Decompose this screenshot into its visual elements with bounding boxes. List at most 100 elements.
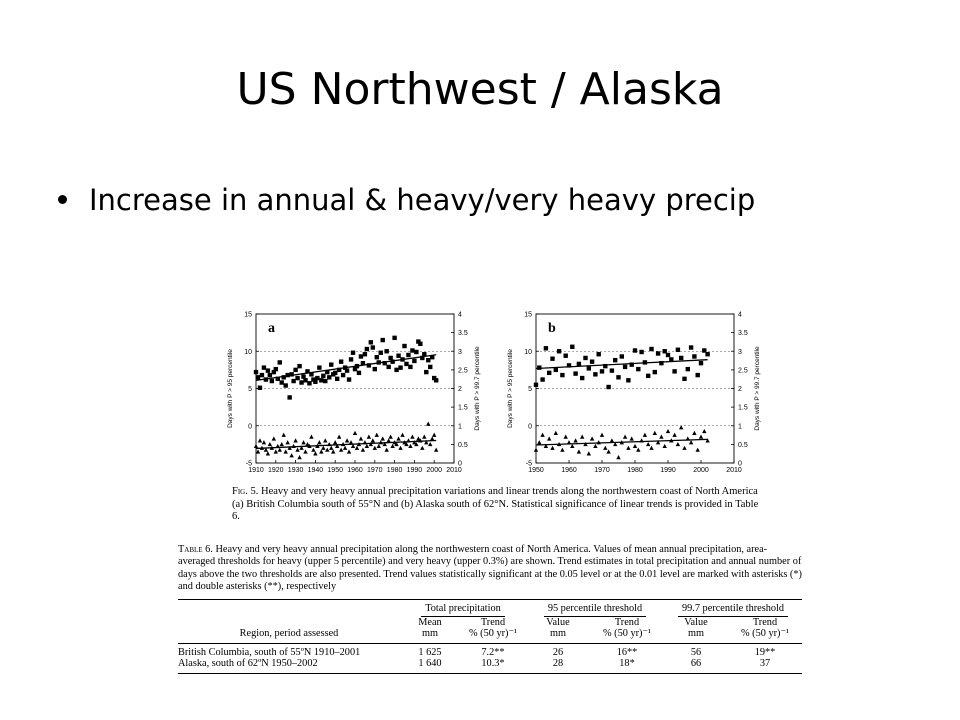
right-tick-label: 0 bbox=[458, 461, 462, 468]
data-point-triangle bbox=[596, 440, 601, 445]
data-point-square bbox=[404, 361, 409, 367]
right-tick-label: 3 bbox=[458, 349, 462, 356]
bullet-text: Increase in annual & heavy/very heavy pr… bbox=[89, 183, 756, 217]
subheader-bottom: % (50 yr)⁻¹ bbox=[741, 628, 789, 639]
data-point-square bbox=[319, 378, 324, 383]
data-point-triangle bbox=[662, 443, 667, 449]
data-point-square bbox=[334, 376, 340, 382]
table-caption-label: Table 6. bbox=[178, 544, 213, 555]
right-tick-label: 2 bbox=[738, 386, 742, 393]
table-cell-region: British Columbia, south of 55ºN 1910–200… bbox=[178, 646, 361, 658]
data-point-square bbox=[273, 366, 278, 372]
data-point-square bbox=[570, 344, 575, 349]
data-point-square bbox=[277, 360, 282, 365]
data-point-triangle bbox=[702, 428, 707, 434]
table-caption-text: Heavy and very heavy annual precipitatio… bbox=[178, 544, 802, 593]
data-point-triangle bbox=[338, 447, 344, 452]
data-point-triangle bbox=[705, 438, 710, 443]
x-tick-label: 1970 bbox=[594, 467, 610, 474]
data-point-triangle bbox=[321, 445, 326, 450]
data-point-triangle bbox=[408, 443, 413, 449]
data-point-square bbox=[372, 366, 377, 372]
data-point-square bbox=[537, 365, 542, 370]
data-point-triangle bbox=[428, 441, 433, 447]
data-point-square bbox=[420, 355, 425, 361]
data-point-triangle bbox=[679, 425, 684, 430]
data-point-triangle bbox=[616, 455, 621, 460]
left-tick-label: -5 bbox=[246, 461, 252, 468]
data-point-triangle bbox=[424, 440, 429, 445]
table-cell: 19** bbox=[754, 646, 776, 658]
data-point-triangle bbox=[265, 451, 271, 456]
data-point-square bbox=[669, 357, 674, 362]
x-tick-label: 1930 bbox=[288, 467, 304, 474]
data-point-triangle bbox=[576, 449, 582, 454]
data-point-square bbox=[619, 354, 624, 359]
data-point-triangle bbox=[255, 449, 261, 454]
data-point-triangle bbox=[626, 445, 631, 450]
subheader-top: Mean bbox=[418, 616, 442, 628]
x-tick-label: 1990 bbox=[660, 467, 676, 474]
data-point-triangle bbox=[285, 440, 290, 445]
subheader-top: Value bbox=[546, 616, 570, 628]
data-point-triangle bbox=[659, 434, 664, 439]
left-tick-label: 5 bbox=[528, 386, 532, 393]
data-point-square bbox=[289, 372, 294, 377]
data-point-square bbox=[639, 349, 644, 355]
data-point-square bbox=[547, 370, 552, 376]
data-point-triangle bbox=[603, 445, 608, 450]
data-point-square bbox=[295, 375, 300, 381]
table-caption: Table 6. Heavy and very heavy annual pre… bbox=[178, 544, 802, 594]
region-header: Region, period assessed bbox=[239, 628, 339, 639]
data-point-triangle bbox=[394, 441, 399, 447]
right-tick-label: 1 bbox=[738, 423, 742, 430]
data-point-square bbox=[402, 343, 407, 349]
data-table: Total precipitation 95 percentile thresh… bbox=[178, 599, 802, 674]
data-point-square bbox=[583, 355, 588, 361]
x-tick-label: 1960 bbox=[347, 467, 363, 474]
data-point-triangle bbox=[317, 440, 322, 445]
data-point-square bbox=[321, 373, 326, 379]
data-point-square bbox=[603, 363, 608, 369]
subheader-bottom: mm bbox=[549, 628, 567, 639]
x-tick-label: 2000 bbox=[693, 467, 709, 474]
data-point-square bbox=[366, 363, 372, 368]
data-point-square bbox=[368, 340, 374, 345]
table-cell: 18* bbox=[619, 658, 635, 669]
data-point-square bbox=[433, 378, 439, 383]
data-point-triangle bbox=[331, 449, 336, 454]
data-point-square bbox=[636, 366, 641, 372]
data-point-square bbox=[338, 359, 344, 364]
data-point-square bbox=[408, 364, 413, 370]
data-point-triangle bbox=[372, 445, 377, 450]
data-point-triangle bbox=[540, 432, 545, 437]
data-point-triangle bbox=[366, 434, 372, 439]
data-point-triangle bbox=[589, 436, 595, 441]
table-row: Alaska, south of 62ºN 1950–2002 1 640 10… bbox=[178, 658, 802, 673]
data-point-triangle bbox=[271, 436, 277, 441]
data-point-square bbox=[380, 337, 385, 343]
data-point-square bbox=[261, 365, 267, 370]
data-point-square bbox=[281, 375, 286, 380]
chart-panel-a: -5 0 5 10 15 0 0.5 1 1.5 2 2.5 3 3.5 4 1910 1920 1930 194… bbox=[227, 312, 481, 475]
data-point-triangle bbox=[396, 436, 401, 441]
left-tick-label: 0 bbox=[528, 423, 532, 430]
table-cell: 1 640 bbox=[418, 658, 442, 669]
right-axis-label: Days with P > 99.7 percentile bbox=[754, 346, 761, 431]
data-point-triangle bbox=[400, 432, 405, 437]
data-point-triangle bbox=[420, 445, 425, 450]
data-point-square bbox=[378, 350, 383, 355]
data-point-triangle bbox=[382, 441, 387, 447]
left-tick-label: 15 bbox=[244, 312, 252, 319]
group-header-total: Total precipitation bbox=[421, 603, 505, 617]
group-header-95: 95 percentile threshold bbox=[543, 603, 647, 617]
data-point-triangle bbox=[533, 447, 539, 452]
subheader-top: Value bbox=[684, 616, 708, 628]
right-tick-label: 0.5 bbox=[738, 442, 748, 449]
data-point-square bbox=[384, 349, 389, 354]
data-point-square bbox=[410, 348, 415, 353]
trend-line bbox=[255, 439, 437, 450]
data-point-square bbox=[688, 345, 694, 350]
data-point-square bbox=[426, 357, 431, 363]
data-point-square bbox=[543, 346, 549, 351]
